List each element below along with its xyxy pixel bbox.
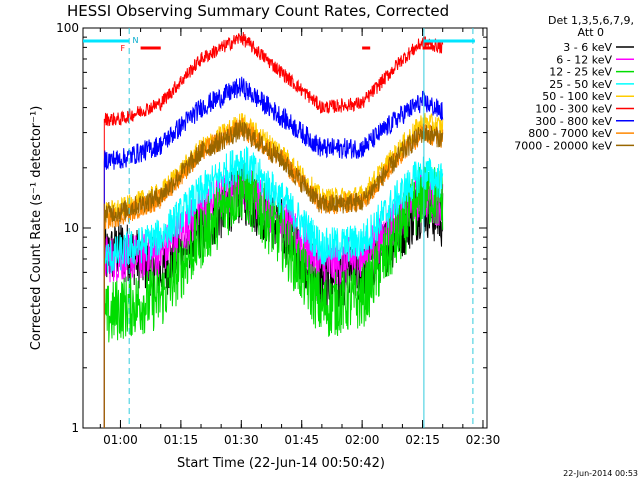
legend-label-3: 25 - 50 keV [549,78,612,91]
y-tick-label: 1 [71,421,79,435]
legend-label-8: 7000 - 20000 keV [514,139,612,152]
series-line-6 [103,76,444,428]
x-axis-label: Start Time (22-Jun-14 00:50:42) [177,456,385,471]
plot-area: 1 10 100 01:00 01:15 01:30 01:45 02:00 02:15 02:3… [56,21,500,447]
legend-header-1: Det 1,3,5,6,7,9, [548,14,634,27]
series-line-5 [103,31,444,428]
legend-label-7: 800 - 7000 keV [528,127,612,140]
night-flag-label: N [133,36,139,45]
series-line-2 [103,159,444,428]
x-tick-label: 01:30 [224,433,259,447]
y-tick-label: 100 [56,21,79,35]
series-line-8 [103,120,444,428]
flare-flag-label: F [120,44,125,53]
chart-title: HESSI Observing Summary Count Rates, Cor… [67,2,449,20]
y-axis-label: Corrected Count Rate (s⁻¹ detector⁻¹) [29,106,44,351]
timestamp: 22-Jun-2014 00:53 [563,469,638,478]
legend-label-6: 300 - 800 keV [535,115,612,128]
legend-label-2: 12 - 25 keV [549,66,612,79]
x-tick-label: 02:00 [345,433,380,447]
x-tick-label: 02:15 [405,433,440,447]
legend-label-5: 100 - 300 keV [535,103,612,116]
legend-label-4: 50 - 100 keV [542,90,612,103]
y-tick-label: 10 [64,221,79,235]
x-tick-label: 01:00 [103,433,138,447]
legend-label-1: 6 - 12 keV [556,53,612,66]
x-tick-label: 01:15 [164,433,199,447]
x-tick-label: 01:45 [284,433,319,447]
legend-label-0: 3 - 6 keV [563,41,612,54]
series-line-3 [103,146,444,428]
legend-header-2: Att 0 [578,26,604,39]
x-tick-label: 02:30 [466,433,501,447]
